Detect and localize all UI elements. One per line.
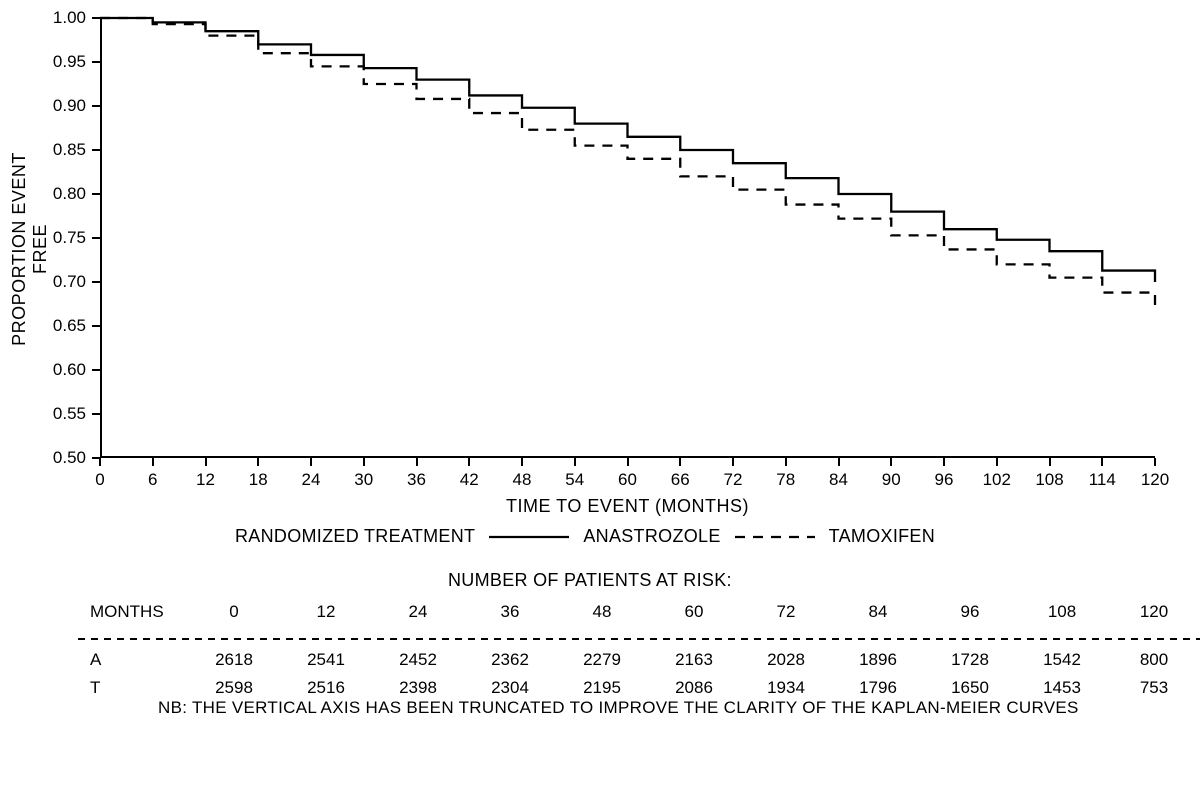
risk-table-cell: 2541 — [280, 646, 372, 674]
risk-table-cell: 2279 — [556, 646, 648, 674]
legend-label: RANDOMIZED TREATMENT — [235, 526, 475, 547]
risk-table-divider — [78, 637, 1200, 641]
risk-table-month: 36 — [464, 598, 556, 626]
risk-table-month: 96 — [924, 598, 1016, 626]
risk-table-month: 24 — [372, 598, 464, 626]
curve-anastrozole — [100, 18, 1155, 282]
risk-table-cell: 1896 — [832, 646, 924, 674]
risk-table-cell: 2618 — [188, 646, 280, 674]
risk-table-month: 48 — [556, 598, 648, 626]
risk-table-cell: 2362 — [464, 646, 556, 674]
risk-table-month: 12 — [280, 598, 372, 626]
risk-table-cell: 2452 — [372, 646, 464, 674]
risk-table-month: 120 — [1108, 598, 1200, 626]
risk-table-row-label: A — [78, 646, 188, 674]
risk-table-month: 0 — [188, 598, 280, 626]
risk-table-cell: 2163 — [648, 646, 740, 674]
footnote: NB: THE VERTICAL AXIS HAS BEEN TRUNCATED… — [158, 698, 1079, 718]
risk-table-header: MONTHS01224364860728496108120 — [78, 598, 1200, 626]
risk-table-cell: 800 — [1108, 646, 1200, 674]
curve-tamoxifen — [100, 18, 1155, 313]
risk-table-month: 60 — [648, 598, 740, 626]
risk-table-months-label: MONTHS — [78, 598, 188, 626]
risk-table-cell: 753 — [1108, 674, 1200, 702]
risk-table-month: 108 — [1016, 598, 1108, 626]
km-figure: 0.500.550.600.650.700.750.800.850.900.95… — [0, 0, 1200, 797]
risk-table-row: A261825412452236222792163202818961728154… — [78, 646, 1200, 674]
legend-item-anastrozole: ANASTROZOLE — [583, 526, 720, 547]
risk-table-month: 84 — [832, 598, 924, 626]
risk-table-cell: 1728 — [924, 646, 1016, 674]
legend: RANDOMIZED TREATMENT ANASTROZOLE TAMOXIFEN — [235, 526, 935, 547]
risk-table-title: NUMBER OF PATIENTS AT RISK: — [448, 570, 732, 591]
risk-table-cell: 2028 — [740, 646, 832, 674]
risk-table: MONTHS01224364860728496108120 A2618254124… — [78, 598, 1200, 702]
risk-table-month: 72 — [740, 598, 832, 626]
legend-line-solid — [489, 528, 569, 546]
legend-line-dashed — [735, 528, 815, 546]
risk-table-cell: 1542 — [1016, 646, 1108, 674]
legend-item-tamoxifen: TAMOXIFEN — [829, 526, 935, 547]
